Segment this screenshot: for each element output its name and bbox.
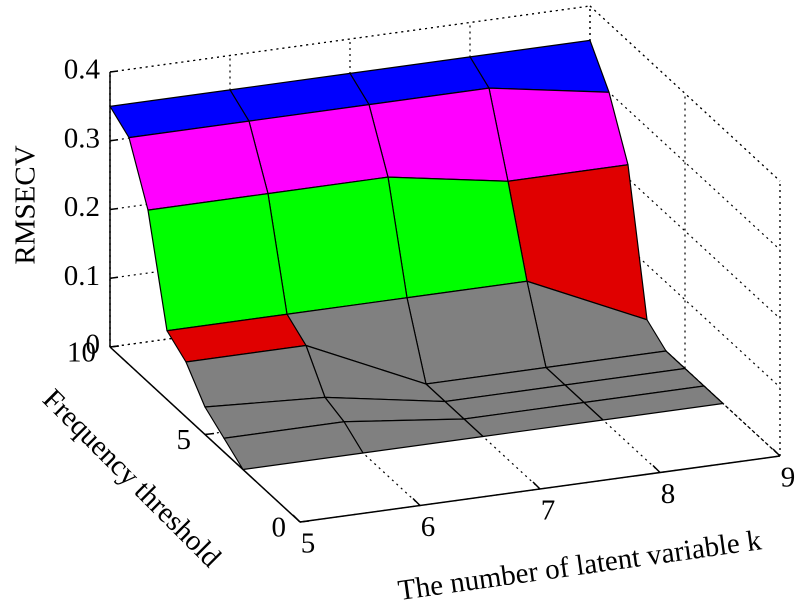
y-tick-label: 10 [67, 337, 96, 369]
surface-face [406, 280, 547, 385]
grid-line [469, 297, 661, 473]
x-tick [652, 464, 661, 474]
grid-line [589, 74, 781, 251]
surface-face [147, 193, 288, 332]
y-tick-label: 5 [177, 424, 192, 456]
y-tick-label: 0 [272, 512, 287, 544]
y-tick [109, 345, 120, 348]
x-tick-label: 5 [301, 528, 316, 560]
surface-face [324, 396, 465, 423]
z-axis-label: RMSECV [10, 145, 42, 264]
surface-face [368, 87, 509, 182]
x-tick [532, 481, 541, 490]
z-tick [109, 139, 119, 142]
z-tick-label: 0 [86, 329, 101, 361]
z-tick-label: 0.1 [64, 260, 100, 292]
x-tick [292, 514, 301, 523]
surface-face [387, 176, 528, 299]
z-tick [109, 70, 119, 73]
surface-face [343, 418, 484, 454]
x-tick-label: 6 [421, 511, 436, 543]
x-tick [412, 497, 421, 507]
y-tick [299, 520, 310, 523]
surface-face [469, 39, 610, 93]
x-tick [772, 448, 781, 457]
z-tick [109, 276, 119, 279]
z-tick-label: 0.4 [64, 54, 101, 86]
surface-face [223, 421, 364, 471]
z-tick [109, 207, 119, 211]
grid-line [589, 5, 781, 182]
grid-line [229, 330, 421, 506]
x-tick-label: 8 [661, 478, 676, 510]
x-tick-label: 9 [781, 462, 796, 494]
grid-line [589, 280, 781, 457]
z-tick-label: 0.2 [64, 191, 100, 223]
x-axis-label: The number of latent variable k [396, 524, 764, 606]
surface-face [267, 176, 408, 315]
grid-line [109, 5, 591, 73]
grid-line [349, 313, 541, 490]
z-tick-label: 0.3 [64, 122, 100, 154]
x-tick-label: 7 [541, 495, 556, 527]
y-tick [204, 432, 215, 436]
y-axis-label: Frequency threshold [36, 383, 227, 574]
